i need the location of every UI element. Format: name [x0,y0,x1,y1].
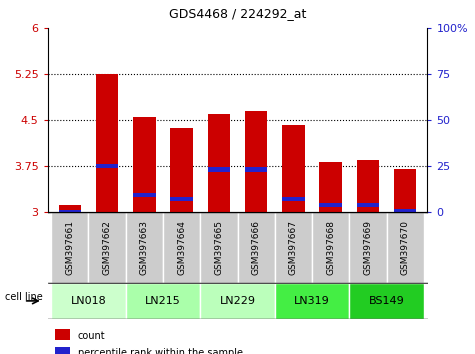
Text: GSM397661: GSM397661 [66,220,75,275]
Text: GSM397667: GSM397667 [289,220,298,275]
Text: GSM397665: GSM397665 [214,220,223,275]
Text: LN018: LN018 [71,296,106,306]
Bar [394,209,416,213]
Text: GDS4468 / 224292_at: GDS4468 / 224292_at [169,7,306,20]
Text: LN319: LN319 [294,296,330,306]
Bar [245,111,267,212]
Bar [59,210,81,214]
Text: GSM397664: GSM397664 [177,220,186,275]
Text: GSM397669: GSM397669 [363,220,372,275]
Bar [312,212,349,283]
Bar [357,160,379,212]
Bar [96,164,118,168]
Bar [349,212,387,283]
Bar [55,329,70,340]
Bar [51,283,126,319]
Bar [394,170,416,212]
Bar [200,283,275,319]
Text: LN229: LN229 [219,296,256,306]
Bar [208,167,230,172]
Text: percentile rank within the sample: percentile rank within the sample [78,348,243,354]
Bar [275,283,349,319]
Bar [320,203,342,207]
Bar [387,212,424,283]
Bar [200,212,238,283]
Bar [88,212,126,283]
Text: GSM397666: GSM397666 [252,220,261,275]
Text: GSM397662: GSM397662 [103,220,112,275]
Bar [59,205,81,212]
Bar [163,212,200,283]
Text: BS149: BS149 [369,296,404,306]
Bar [171,128,193,212]
Bar [320,162,342,212]
Text: cell line: cell line [5,292,42,302]
Text: GSM397668: GSM397668 [326,220,335,275]
Bar [245,167,267,172]
Bar [126,283,200,319]
Bar [133,193,155,198]
Text: GSM397663: GSM397663 [140,220,149,275]
Bar [208,114,230,212]
Bar [171,197,193,201]
Bar [133,117,155,212]
Bar [282,197,304,201]
Text: LN215: LN215 [145,296,181,306]
Text: GSM397670: GSM397670 [400,220,409,275]
Bar [55,347,70,354]
Bar [275,212,312,283]
Bar [282,125,304,212]
Text: count: count [78,331,105,341]
Bar [349,283,424,319]
Bar [96,74,118,212]
Bar [126,212,163,283]
Bar [238,212,275,283]
Bar [357,203,379,207]
Bar [51,212,88,283]
